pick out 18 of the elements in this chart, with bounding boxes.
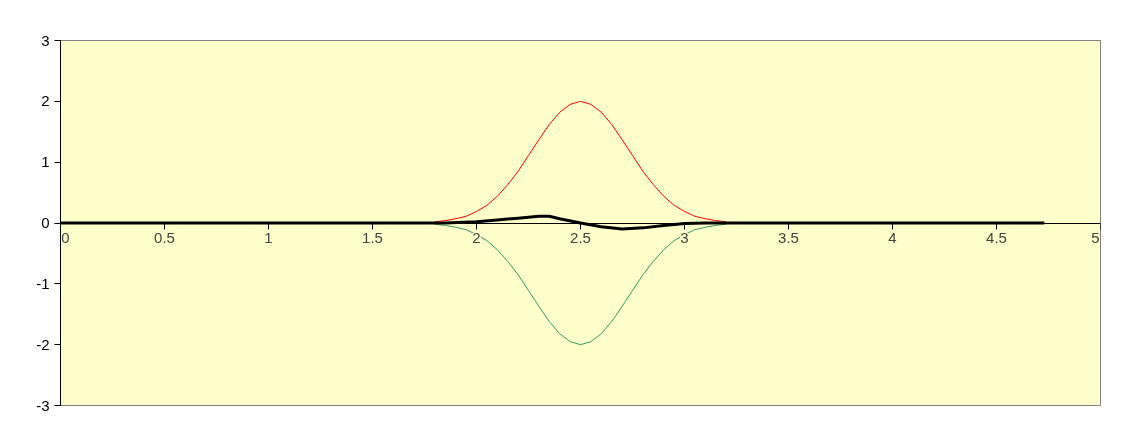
x-tick-label: 2.5 [570,229,591,246]
y-tick-label: -2 [36,335,50,353]
x-tick-label: 1.5 [362,229,383,246]
x-tick-label: 3.5 [778,229,799,246]
x-tick-label: 3 [680,229,689,246]
x-tick-label: 0 [61,229,70,246]
x-tick-label: 2 [472,229,481,246]
x-tick-label: 0.5 [154,229,175,246]
y-tick-label: -1 [36,274,50,292]
x-tick-label: 1 [264,229,273,246]
x-tick-label: 4 [888,229,897,246]
y-tick-label: 0 [41,214,50,231]
y-tick-label: -3 [36,396,50,414]
y-tick-label: 2 [41,92,50,110]
x-tick-label: 4.5 [986,229,1007,246]
y-tick-label: 1 [41,153,50,171]
x-tick-label: 5 [1091,229,1100,246]
y-tick-label: 3 [41,31,50,49]
